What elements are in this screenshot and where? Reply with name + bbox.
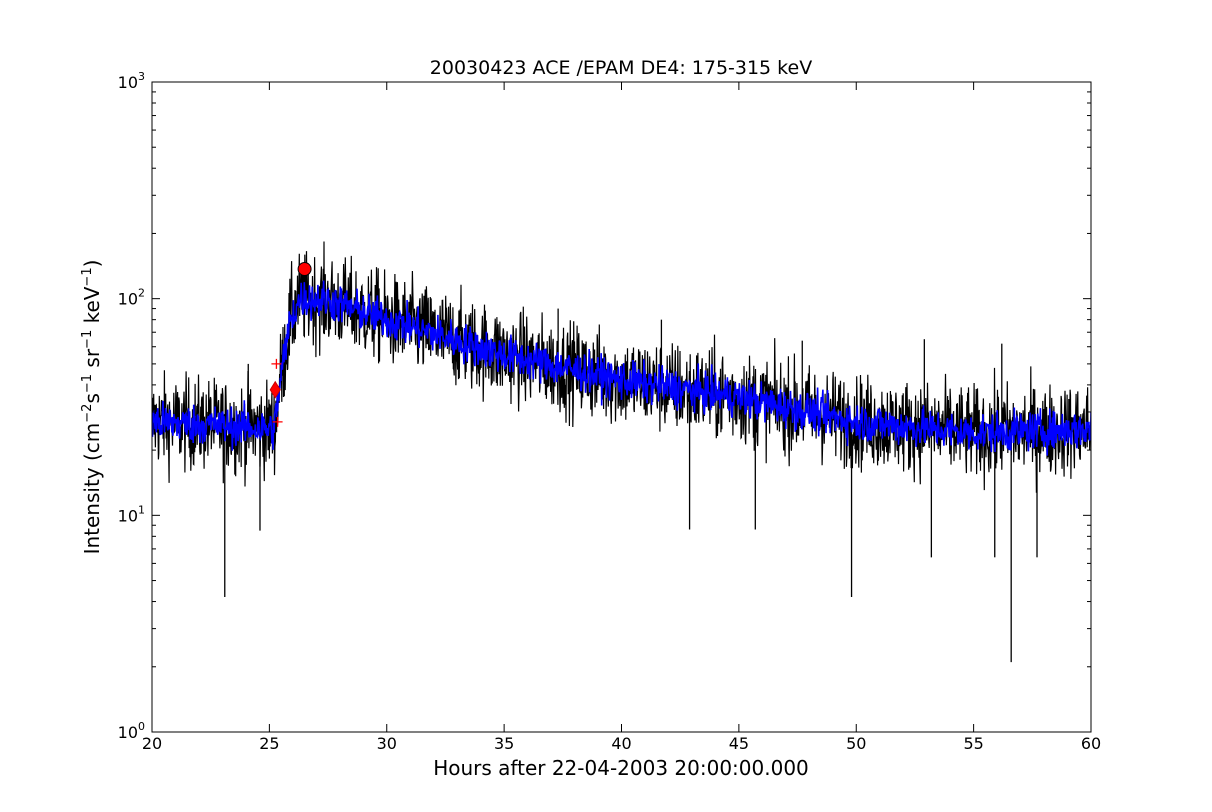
- x-tick-label: 30: [377, 734, 397, 753]
- onset-plus-marker: [272, 416, 283, 427]
- x-tick-label: 40: [611, 734, 631, 753]
- x-axis-tick-labels: 20 25 30 35 40 45 50 55 60: [142, 734, 1101, 753]
- onset-diamond-marker: [269, 380, 281, 399]
- y-tick-base: 10: [118, 506, 138, 525]
- y-label-sr: sr: [80, 348, 104, 374]
- y-tick-base: 10: [118, 290, 138, 309]
- x-tick-label: 60: [1081, 734, 1101, 753]
- axis-ticks: [151, 81, 1092, 733]
- x-tick-label: 25: [259, 734, 279, 753]
- x-tick-label: 55: [963, 734, 983, 753]
- x-tick-label: 50: [846, 734, 866, 753]
- y-tick-label: 103: [118, 70, 145, 92]
- y-axis-label: Intensity (cm−2s−1 sr−1 keV−1): [80, 260, 104, 555]
- chart-title: 20030423 ACE /EPAM DE4: 175-315 keV: [430, 57, 812, 79]
- y-label-sup-sr: −1: [80, 330, 95, 349]
- onset-plus-marker: [271, 358, 282, 369]
- x-axis-label: Hours after 22-04-2003 20:00:00.000: [433, 756, 809, 780]
- event-markers-layer: [269, 262, 312, 427]
- x-tick-label: 45: [729, 734, 749, 753]
- y-tick-exponent: 2: [138, 287, 145, 300]
- smoothed-intensity-line: [152, 280, 1091, 456]
- y-tick-label: 101: [118, 503, 145, 525]
- y-label-sup-s: −1: [80, 374, 95, 393]
- y-tick-base: 10: [118, 723, 138, 742]
- y-tick-base: 10: [118, 73, 138, 92]
- x-tick-label: 20: [142, 734, 162, 753]
- y-label-sup-cm: −2: [80, 404, 95, 423]
- y-tick-exponent: 0: [138, 720, 145, 733]
- onset-circle-marker: [297, 262, 312, 277]
- y-label-sup-kev: −1: [80, 267, 95, 286]
- y-tick-label: 100: [118, 720, 145, 742]
- x-tick-label: 35: [494, 734, 514, 753]
- y-label-suffix: ): [80, 260, 104, 268]
- y-tick-exponent: 3: [138, 70, 145, 83]
- y-label-prefix: Intensity (cm: [80, 423, 104, 555]
- y-tick-label: 102: [118, 287, 145, 309]
- y-label-s: s: [80, 393, 104, 403]
- y-label-kev: keV: [80, 286, 104, 330]
- y-tick-exponent: 1: [138, 503, 145, 516]
- data-series-layer: [152, 241, 1091, 663]
